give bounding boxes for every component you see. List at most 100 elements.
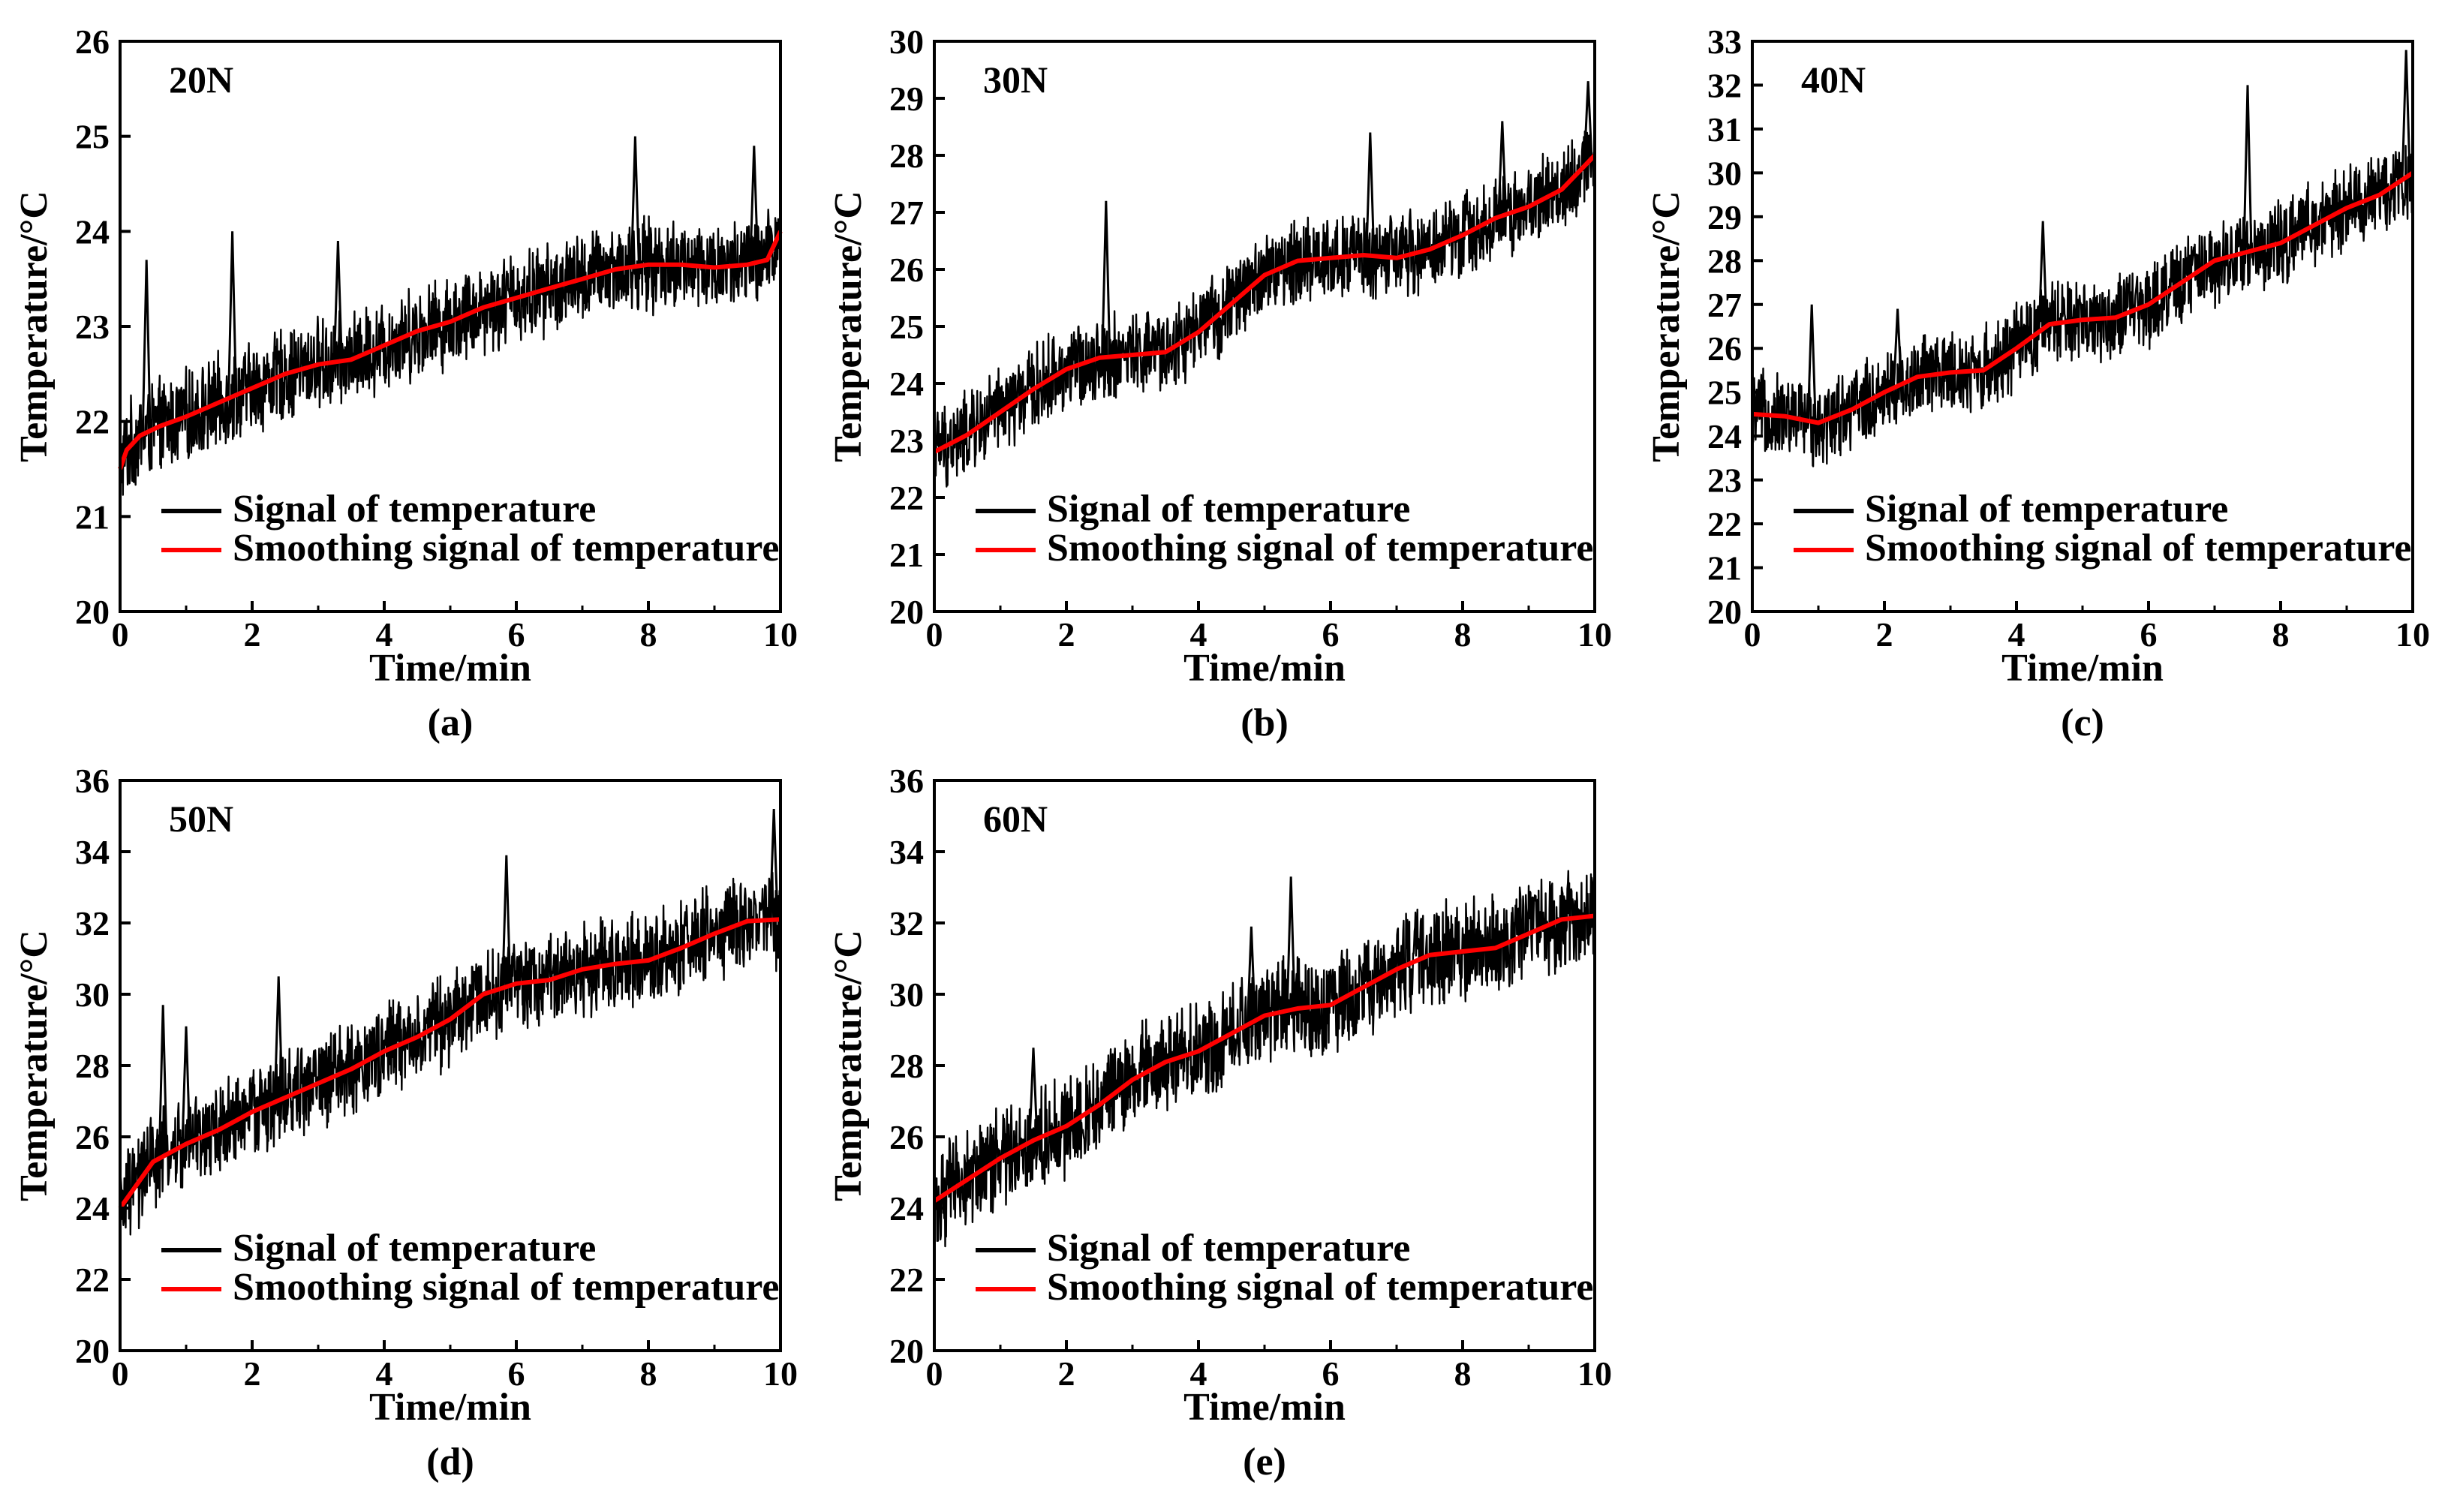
y-tick-label: 29 [889, 80, 924, 118]
y-tick-label: 22 [75, 403, 110, 441]
y-tick-label: 23 [1707, 461, 1742, 500]
y-tick-label: 24 [889, 365, 924, 403]
x-tick-label: 8 [640, 615, 657, 654]
panel-tag: (c) [2061, 702, 2104, 744]
y-tick-label: 28 [75, 1047, 110, 1085]
y-tick-label: 36 [75, 762, 110, 800]
x-tick-label: 6 [508, 1354, 525, 1393]
x-tick-label: 2 [1058, 1354, 1075, 1393]
x-tick-label: 4 [1190, 1354, 1207, 1393]
x-tick-label: 6 [1322, 1354, 1340, 1393]
legend-signal-label: Signal of temperature [1047, 1227, 1410, 1270]
y-tick-label: 28 [889, 1047, 924, 1085]
y-tick-label: 25 [1707, 374, 1742, 412]
y-tick-label: 25 [889, 308, 924, 346]
force-label: 50N [169, 798, 233, 840]
x-tick-label: 2 [1876, 615, 1893, 654]
signal-spike [1893, 308, 1903, 386]
y-tick-label: 24 [1707, 417, 1742, 455]
y-tick-label: 26 [75, 23, 110, 61]
signal-spike [1583, 81, 1593, 163]
y-tick-label: 31 [1707, 110, 1742, 149]
smoothing-series-line [118, 917, 781, 1210]
x-tick-label: 2 [244, 615, 261, 654]
signal-series-line [933, 130, 1596, 488]
y-tick-label: 22 [889, 1261, 924, 1299]
x-tick-label: 6 [2140, 615, 2158, 654]
legend-signal-label: Signal of temperature [233, 488, 596, 531]
x-tick-label: 10 [763, 615, 798, 654]
signal-spike [1365, 132, 1376, 256]
y-tick-label: 26 [1707, 329, 1742, 368]
y-tick-label: 32 [75, 904, 110, 942]
x-tick-label: 0 [112, 615, 129, 654]
y-tick-label: 34 [889, 833, 924, 871]
y-tick-label: 22 [889, 479, 924, 517]
y-tick-label: 28 [1707, 242, 1742, 280]
x-tick-label: 8 [1454, 1354, 1472, 1393]
y-tick-label: 33 [1707, 23, 1742, 61]
x-tick-label: 0 [926, 1354, 943, 1393]
panel-tag: (b) [1241, 702, 1289, 744]
x-tick-label: 10 [763, 1354, 798, 1393]
x-tick-label: 4 [376, 1354, 393, 1393]
signal-spike [749, 146, 759, 263]
y-tick-label: 27 [1707, 286, 1742, 324]
legend-signal-label: Signal of temperature [233, 1227, 596, 1270]
x-tick-label: 8 [640, 1354, 657, 1393]
x-tick-label: 4 [2008, 615, 2025, 654]
panel-tag: (d) [426, 1441, 474, 1483]
y-tick-label: 30 [889, 975, 924, 1014]
y-tick-label: 21 [75, 497, 110, 536]
signal-spike [227, 231, 238, 397]
y-tick-label: 22 [75, 1261, 110, 1299]
signal-spike [2037, 221, 2048, 329]
smoothing-series-line [118, 230, 783, 470]
y-axis-title: Temperature/°C [827, 930, 870, 1201]
signal-spike [1806, 304, 1817, 422]
y-axis-title: Temperature/°C [827, 191, 870, 462]
x-axis-title: Time/min [1183, 1386, 1346, 1429]
signal-spike [273, 976, 284, 1101]
legend-signal-label: Signal of temperature [1865, 488, 2228, 531]
legend-smoothing-label: Smoothing signal of temperature [1047, 527, 1593, 570]
signal-series-line [119, 871, 782, 1236]
y-tick-label: 30 [75, 975, 110, 1014]
x-tick-label: 10 [2395, 615, 2430, 654]
y-tick-label: 24 [75, 212, 110, 251]
x-tick-label: 0 [1744, 615, 1761, 654]
y-tick-label: 21 [1707, 549, 1742, 588]
signal-series-line [1751, 144, 2414, 467]
y-tick-label: 30 [1707, 154, 1742, 192]
smoothing-series-line [933, 913, 1595, 1204]
y-tick-label: 32 [1707, 66, 1742, 104]
chart-panel-50n: 0 2 4 6 8 10202224262830323436Time/minTempera… [13, 762, 798, 1483]
y-tick-label: 27 [889, 194, 924, 232]
signal-spike [2242, 85, 2253, 252]
y-tick-label: 22 [1707, 505, 1742, 543]
x-tick-label: 2 [1058, 615, 1075, 654]
panel-tag: (e) [1243, 1441, 1286, 1483]
signal-spike [1028, 1048, 1039, 1141]
legend-signal-label: Signal of temperature [1047, 488, 1410, 531]
smoothing-series-line [1752, 170, 2414, 425]
x-tick-label: 8 [2272, 615, 2290, 654]
legend-smoothing-label: Smoothing signal of temperature [1047, 1266, 1593, 1309]
y-tick-label: 23 [889, 422, 924, 460]
y-tick-label: 23 [75, 308, 110, 346]
x-axis-title: Time/min [2001, 647, 2164, 690]
y-tick-label: 26 [889, 1118, 924, 1156]
signal-spike [1246, 926, 1256, 1024]
y-tick-label: 36 [889, 762, 924, 800]
signal-spike [501, 855, 512, 987]
y-tick-label: 20 [75, 593, 110, 631]
force-label: 30N [983, 59, 1048, 101]
x-tick-label: 2 [244, 1354, 261, 1393]
y-tick-label: 26 [889, 251, 924, 289]
x-tick-label: 0 [112, 1354, 129, 1393]
y-tick-label: 25 [75, 118, 110, 156]
signal-spike [1286, 876, 1296, 1010]
force-label: 40N [1801, 59, 1866, 101]
legend-smoothing-label: Smoothing signal of temperature [1865, 527, 2411, 570]
